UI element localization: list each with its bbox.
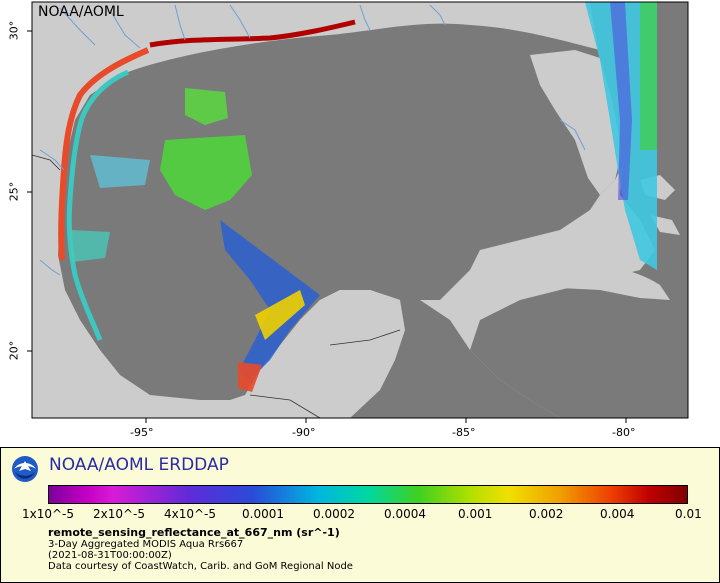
- colorbar-tick-label: 1x10^-5: [22, 507, 75, 521]
- x-tick-marks: [145, 418, 627, 423]
- campeche-data-warm: [238, 362, 262, 392]
- y-tick-marks: [27, 30, 32, 352]
- cuba-land: [470, 262, 670, 300]
- florida-east-data-stripe: [610, 2, 632, 200]
- noaa-logo-icon: [12, 456, 38, 482]
- west-data-patch-2: [70, 230, 110, 262]
- colorbar-tick-label: 0.01: [675, 507, 702, 521]
- colorbar-tick-label: 0.0001: [242, 507, 284, 521]
- variable-name: remote_sensing_reflectance_at_667_nm (sr…: [48, 526, 340, 539]
- description-line: Data courtesy of CoastWatch, Carib. and …: [48, 561, 353, 572]
- map-border: [31, 1, 689, 419]
- west-data-patch: [90, 155, 150, 188]
- florida-land: [530, 50, 622, 195]
- description-line: (2021-08-31T00:00:00Z): [48, 550, 172, 561]
- legend-title: NOAA/AOML ERDDAP: [49, 455, 229, 475]
- x-tick-label: -85°: [452, 426, 476, 439]
- description-line: 3-Day Aggregated MODIS Aqua Rrs667: [48, 539, 244, 550]
- y-tick-label: 20°: [7, 340, 21, 361]
- colorbar-tick-label: 0.0002: [313, 507, 355, 521]
- x-tick-label: -95°: [130, 426, 154, 439]
- y-tick-label: 25°: [7, 181, 21, 202]
- colorbar-tick-label: 0.002: [529, 507, 564, 521]
- y-tick-label: 30°: [7, 20, 21, 41]
- colorbar: [48, 485, 688, 504]
- florida-east-data-green: [640, 2, 657, 150]
- map-canvas: [27, 1, 689, 423]
- campeche-data: [220, 220, 320, 380]
- louisiana-coast-data: [149, 19, 356, 48]
- yucatan-land: [280, 290, 405, 418]
- x-tick-label: -90°: [292, 426, 316, 439]
- colorbar-tick-label: 0.001: [458, 507, 493, 521]
- map-watermark: NOAA/AOML: [38, 4, 124, 20]
- texas-coast-data-inner: [66, 69, 130, 341]
- rivers: [39, 4, 586, 276]
- upper-data-patch: [185, 88, 228, 125]
- colorbar-tick-label: 0.004: [600, 507, 635, 521]
- borders: [31, 154, 401, 419]
- central-data-patch: [160, 135, 252, 210]
- legend-panel: NOAA/AOML ERDDAP: [0, 447, 720, 583]
- colorbar-tick-label: 4x10^-5: [164, 507, 217, 521]
- colorbar-tick-label: 2x10^-5: [93, 507, 146, 521]
- colorbar-tick-label: 0.0004: [384, 507, 426, 521]
- x-tick-label: -80°: [612, 426, 636, 439]
- map-area: NOAA/AOML -95° -90° -85° -80° 30° 25° 20…: [7, 1, 689, 439]
- campeche-data-mid: [255, 290, 305, 340]
- texas-coast-data: [58, 47, 150, 261]
